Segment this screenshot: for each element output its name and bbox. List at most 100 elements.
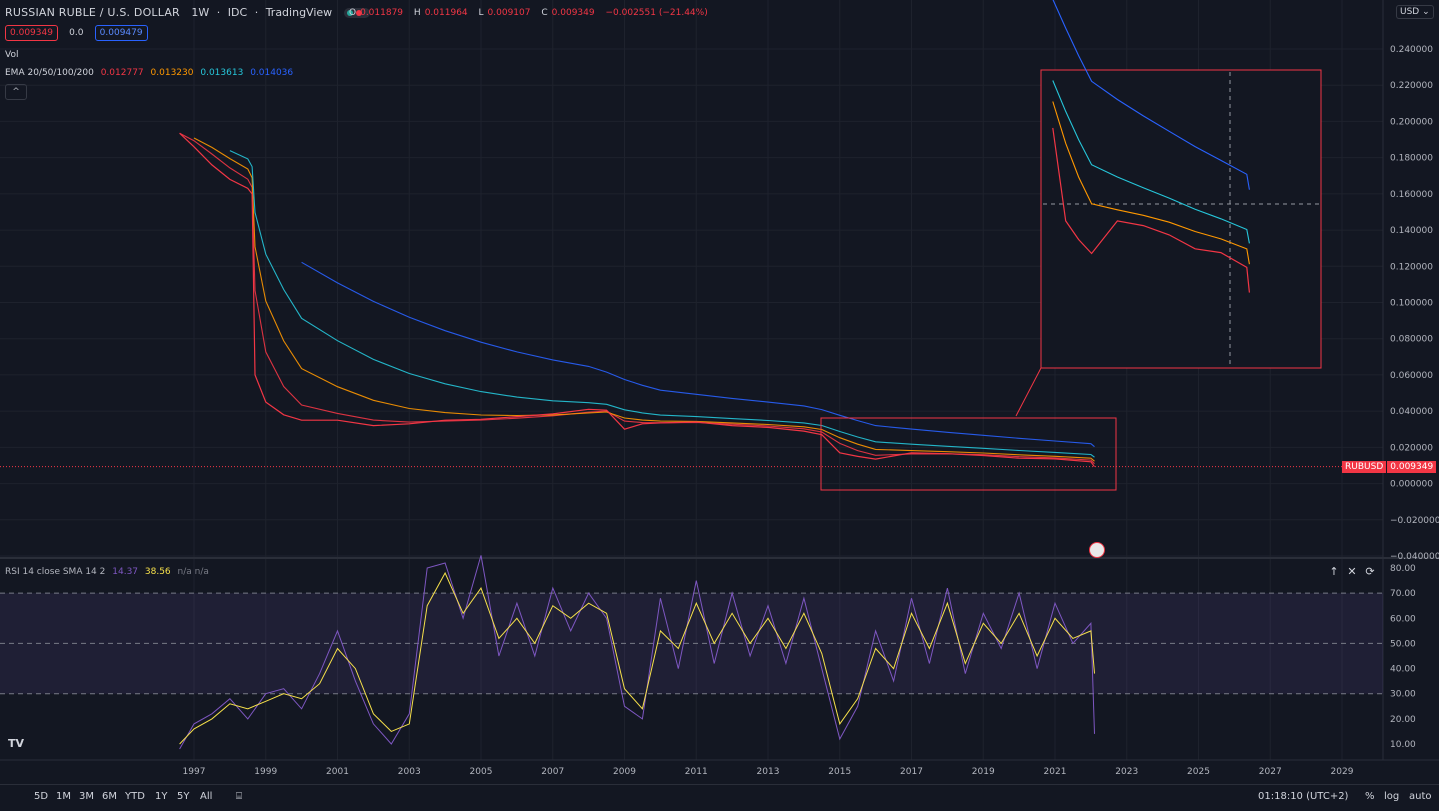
ema20-line <box>179 132 1095 465</box>
price-axis-label: 0.240000 <box>1390 45 1433 55</box>
time-axis[interactable]: 1997 1999 2001 2003 2005 2007 2009 2011 2013 2015… <box>183 767 1354 777</box>
price-axis[interactable]: 0.240000 0.220000 0.200000 0.180000 0.160000… <box>1390 45 1439 562</box>
exchange-label: IDC <box>227 6 248 19</box>
time-axis-label: 2017 <box>900 767 923 777</box>
highlight-boxes <box>820 0 1322 491</box>
move-pane-up-icon[interactable]: ↑ <box>1329 565 1339 578</box>
rsi-extra: n/a n/a <box>177 567 209 577</box>
price-axis-label: −0.040000 <box>1390 552 1439 562</box>
time-axis-label: 2029 <box>1331 767 1354 777</box>
price-axis-label: 0.160000 <box>1390 190 1433 200</box>
rsi-axis[interactable]: 80.00 70.00 60.00 50.00 40.00 30.00 20.00 10.00 <box>1390 564 1416 750</box>
time-axis-label: 2019 <box>972 767 995 777</box>
range-all[interactable]: All <box>200 791 213 802</box>
price-axis-label: 0.140000 <box>1390 226 1433 236</box>
rsi-value: 14.37 <box>112 567 139 577</box>
zoom-ema50-line <box>1052 101 1250 265</box>
interval-label[interactable]: 1W <box>191 6 210 19</box>
rsi-axis-label: 20.00 <box>1390 715 1416 725</box>
highlight-box-source <box>820 417 1117 491</box>
rsi-axis-label: 60.00 <box>1390 614 1416 624</box>
time-axis-label: 2005 <box>470 767 493 777</box>
range-1y[interactable]: 1Y <box>155 791 168 802</box>
last-price-tag: RUBUSD 0.009349 <box>1342 461 1437 473</box>
time-axis-label: 1997 <box>183 767 206 777</box>
time-axis-label: 1999 <box>254 767 277 777</box>
maximize-pane-icon[interactable]: ⟳ <box>1365 565 1375 578</box>
last-price-symbol: RUBUSD <box>1345 462 1384 472</box>
range-5d[interactable]: 5D <box>34 791 49 802</box>
price-axis-label: 0.080000 <box>1390 335 1433 345</box>
currency-button[interactable]: USD ⌄ <box>1396 5 1434 19</box>
range-ytd[interactable]: YTD <box>125 791 145 802</box>
ema-label: EMA 20/50/100/200 <box>5 68 94 78</box>
rsi-legend[interactable]: RSI 14 close SMA 14 2 14.37 38.56 n/a n/… <box>5 567 209 577</box>
ema-lines <box>179 132 1095 465</box>
change-value: −0.002551 (−21.44%) <box>605 8 708 18</box>
rsi-axis-label: 10.00 <box>1390 740 1416 750</box>
log-toggle[interactable]: log <box>1384 791 1400 802</box>
volume-legend[interactable]: Vol <box>5 50 19 60</box>
price-axis-label: 0.100000 <box>1390 299 1433 309</box>
price-axis-label: 0.020000 <box>1390 443 1433 453</box>
currency-label: USD <box>1400 7 1420 17</box>
last-price-value: 0.009349 <box>1390 462 1434 472</box>
open-value: 0.011879 <box>360 8 404 18</box>
highlight-box-zoom <box>1040 69 1322 369</box>
rsi-axis-label: 40.00 <box>1390 665 1416 675</box>
time-axis-label: 2027 <box>1259 767 1282 777</box>
time-axis-label: 2007 <box>541 767 564 777</box>
zoom-ema200-line <box>1052 0 1250 190</box>
zoom-price-line <box>1052 127 1250 293</box>
time-axis-label: 2013 <box>757 767 780 777</box>
bid-ask-row: 0.009349 0.0 0.009479 <box>5 25 152 41</box>
sell-button[interactable]: 0.009349 <box>5 25 58 41</box>
low-label: L <box>478 8 484 18</box>
range-5y[interactable]: 5Y <box>177 791 190 802</box>
percent-toggle[interactable]: % <box>1365 791 1375 802</box>
auto-toggle[interactable]: auto <box>1409 791 1432 802</box>
buy-button[interactable]: 0.009479 <box>94 25 148 41</box>
time-axis-label: 2015 <box>828 767 851 777</box>
time-axis-label: 2025 <box>1187 767 1210 777</box>
rsi-pane <box>0 555 1383 750</box>
ema200-value: 0.014036 <box>250 68 294 78</box>
tradingview-logo-icon[interactable]: TV <box>8 737 25 750</box>
rsi-legend-title: RSI 14 close SMA 14 2 <box>5 567 106 577</box>
price-axis-label: 0.000000 <box>1390 480 1433 490</box>
date-range-icon[interactable]: ⌸ <box>236 791 242 802</box>
symbol-header: RUSSIAN RUBLE / U.S. DOLLAR 1W · IDC · T… <box>5 6 376 19</box>
ema50-line <box>193 137 1095 462</box>
chevron-up-icon: ^ <box>12 87 20 97</box>
ema200-line <box>301 261 1095 448</box>
range-3m[interactable]: 3M <box>79 791 94 802</box>
time-axis-label: 2009 <box>613 767 636 777</box>
grid-lines <box>0 0 1439 761</box>
price-axis-label: 0.180000 <box>1390 154 1433 164</box>
us-flag-icon[interactable] <box>1089 542 1105 558</box>
ema100-value: 0.013613 <box>200 68 244 78</box>
close-pane-icon[interactable]: ✕ <box>1347 565 1357 578</box>
symbol-title[interactable]: RUSSIAN RUBLE / U.S. DOLLAR <box>5 6 180 19</box>
rsi-axis-label: 50.00 <box>1390 639 1416 649</box>
rsi-axis-label: 70.00 <box>1390 589 1416 599</box>
range-6m[interactable]: 6M <box>102 791 117 802</box>
source-label: TradingView <box>265 6 333 19</box>
rsi-axis-label: 30.00 <box>1390 690 1416 700</box>
ema-legend[interactable]: EMA 20/50/100/200 0.012777 0.013230 0.01… <box>5 68 293 78</box>
range-1m[interactable]: 1M <box>56 791 71 802</box>
price-axis-label: 0.220000 <box>1390 81 1433 91</box>
price-series <box>0 132 1383 468</box>
clock-readout[interactable]: 01:18:10 (UTC+2) <box>1258 791 1349 802</box>
price-axis-label: −0.020000 <box>1390 516 1439 526</box>
price-axis-label: 0.060000 <box>1390 371 1433 381</box>
collapse-legend-button[interactable]: ^ <box>5 84 27 100</box>
spread-value: 0.0 <box>69 28 84 38</box>
high-value: 0.011964 <box>424 8 468 18</box>
market-status-icon[interactable] <box>343 8 370 18</box>
zoom-ema100-line <box>1052 80 1250 244</box>
bottom-toolbar: 5D 1M 3M 6M YTD 1Y 5Y All ⌸ 01:18:10 (UT… <box>0 784 1439 811</box>
price-axis-label: 0.200000 <box>1390 117 1433 127</box>
ema50-value: 0.013230 <box>150 68 194 78</box>
